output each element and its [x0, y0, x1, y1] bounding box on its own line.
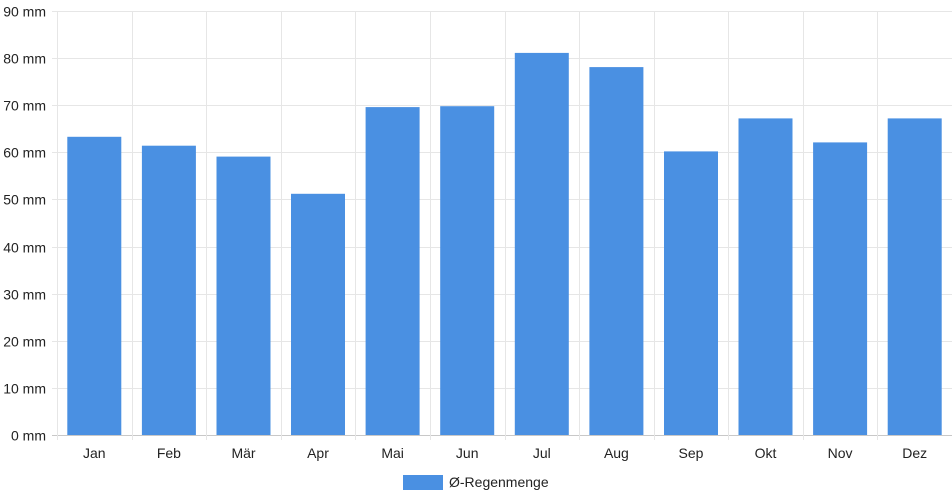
x-tick-label: Jan: [83, 445, 106, 461]
legend-swatch: [403, 475, 443, 490]
bar-jan[interactable]: [67, 136, 122, 436]
y-tick-label: 10 mm: [3, 381, 46, 397]
x-tick-label: Mär: [231, 445, 255, 461]
y-tick-label: 60 mm: [3, 145, 46, 161]
y-tick-label: 80 mm: [3, 51, 46, 67]
bar-okt[interactable]: [738, 118, 793, 436]
x-tick-label: Jul: [533, 445, 551, 461]
y-tick-label: 30 mm: [3, 287, 46, 303]
x-tick-label: Mai: [381, 445, 404, 461]
bar-mai[interactable]: [365, 107, 420, 435]
bar-feb[interactable]: [141, 145, 196, 435]
bar-dez[interactable]: [887, 118, 942, 436]
x-tick-label: Aug: [604, 445, 629, 461]
legend[interactable]: Ø-Regenmenge: [403, 474, 549, 490]
grid-layer: [52, 11, 952, 440]
bars-layer: [67, 52, 942, 436]
y-axis-ticks: 0 mm 10 mm 20 mm 30 mm 40 mm 50 mm 60 mm 70 mm 8…: [3, 4, 46, 444]
bar-mär[interactable]: [216, 156, 271, 435]
x-tick-label: Feb: [157, 445, 181, 461]
y-tick-label: 0 mm: [11, 428, 46, 444]
x-axis-ticks: Jan Feb Mär Apr Mai Jun Jul Aug Sep Okt Nov Dez: [83, 445, 927, 461]
x-tick-label: Dez: [902, 445, 927, 461]
y-tick-label: 50 mm: [3, 192, 46, 208]
bar-apr[interactable]: [291, 193, 345, 435]
bar-jul[interactable]: [514, 52, 569, 436]
y-tick-label: 90 mm: [3, 4, 46, 20]
legend-label: Ø-Regenmenge: [449, 474, 549, 490]
bar-aug[interactable]: [589, 67, 644, 435]
x-tick-label: Nov: [828, 445, 853, 461]
x-tick-label: Apr: [307, 445, 329, 461]
y-tick-label: 40 mm: [3, 240, 46, 256]
x-tick-label: Okt: [755, 445, 777, 461]
x-tick-label: Jun: [456, 445, 479, 461]
bar-jun[interactable]: [440, 106, 495, 435]
x-tick-label: Sep: [679, 445, 704, 461]
y-tick-label: 70 mm: [3, 98, 46, 114]
y-tick-label: 20 mm: [3, 334, 46, 350]
bar-nov[interactable]: [813, 142, 868, 435]
bar-sep[interactable]: [664, 151, 718, 435]
